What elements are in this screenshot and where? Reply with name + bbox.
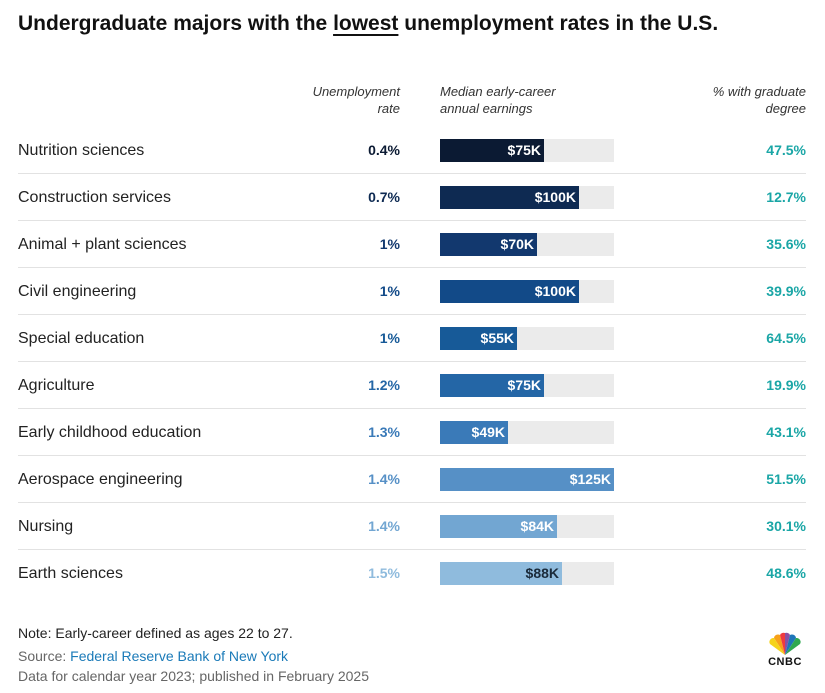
earnings-bar-track: $125K	[440, 468, 614, 491]
header-grad-line2: degree	[765, 101, 806, 116]
table-row: Civil engineering 1% $100K 39.9%	[18, 268, 806, 315]
major-label: Special education	[18, 330, 145, 347]
earnings-bar: $55K	[440, 327, 517, 350]
published-line: Data for calendar year 2023; published i…	[18, 668, 369, 684]
header-rate-line1: Unemployment	[312, 84, 400, 99]
earnings-bar: $88K	[440, 562, 562, 585]
unemployment-rate-value: 1%	[379, 330, 400, 346]
major-label: Animal + plant sciences	[18, 236, 187, 253]
earnings-bar: $75K	[440, 139, 544, 162]
chart-title: Undergraduate majors with the lowest une…	[18, 12, 718, 36]
major-label: Civil engineering	[18, 283, 137, 300]
major-label: Nursing	[18, 518, 74, 535]
earnings-value-label: $75K	[507, 142, 541, 158]
earnings-value-label: $125K	[569, 471, 611, 487]
graduate-degree-value: 12.7%	[766, 189, 806, 205]
header-graduate-degree: % with graduate degree	[620, 83, 806, 117]
earnings-value-label: $100K	[534, 283, 576, 299]
source-prefix: Source:	[18, 648, 71, 664]
earnings-bar-track: $100K	[440, 186, 614, 209]
unemployment-rate-value: 1.4%	[368, 471, 400, 487]
footnote: Note: Early-career defined as ages 22 to…	[18, 625, 293, 641]
source-link[interactable]: Federal Reserve Bank of New York	[70, 648, 289, 664]
major-label: Earth sciences	[18, 565, 123, 582]
major-label: Nutrition sciences	[18, 142, 145, 159]
header-rate-line2: rate	[377, 101, 400, 116]
earnings-bar: $75K	[440, 374, 544, 397]
unemployment-rate-value: 1.5%	[368, 565, 400, 581]
title-emphasis: lowest	[333, 12, 399, 35]
unemployment-rate-value: 1.3%	[368, 424, 400, 440]
major-label: Early childhood education	[18, 424, 202, 441]
earnings-value-label: $88K	[525, 565, 559, 581]
earnings-value-label: $100K	[534, 189, 576, 205]
graduate-degree-value: 39.9%	[766, 283, 806, 299]
earnings-bar: $100K	[440, 280, 579, 303]
unemployment-rate-value: 0.7%	[368, 189, 400, 205]
earnings-bar: $100K	[440, 186, 579, 209]
unemployment-rate-value: 1%	[379, 236, 400, 252]
peacock-icon	[769, 632, 801, 655]
earnings-value-label: $55K	[480, 330, 514, 346]
header-grad-line1: % with graduate	[712, 84, 806, 99]
earnings-bar: $49K	[440, 421, 508, 444]
title-prefix: Undergraduate majors with the	[18, 12, 334, 35]
earnings-bar: $125K	[440, 468, 614, 491]
graduate-degree-value: 48.6%	[766, 565, 806, 581]
graduate-degree-value: 35.6%	[766, 236, 806, 252]
earnings-bar-track: $55K	[440, 327, 614, 350]
graduate-degree-value: 51.5%	[766, 471, 806, 487]
table-row: Nutrition sciences 0.4% $75K 47.5%	[18, 127, 806, 174]
earnings-bar: $70K	[440, 233, 537, 256]
graduate-degree-value: 30.1%	[766, 518, 806, 534]
earnings-value-label: $75K	[507, 377, 541, 393]
cnbc-logo-text: CNBC	[768, 656, 802, 668]
header-unemployment-rate: Unemployment rate	[250, 83, 400, 117]
header-earnings-line1: Median early-career	[440, 84, 556, 99]
earnings-bar-track: $75K	[440, 139, 614, 162]
table-row: Animal + plant sciences 1% $70K 35.6%	[18, 221, 806, 268]
table-row: Agriculture 1.2% $75K 19.9%	[18, 362, 806, 409]
table-row: Early childhood education 1.3% $49K 43.1%	[18, 409, 806, 456]
header-earnings: Median early-career annual earnings	[440, 83, 640, 117]
unemployment-rate-value: 1%	[379, 283, 400, 299]
earnings-bar: $84K	[440, 515, 557, 538]
earnings-bar-track: $49K	[440, 421, 614, 444]
earnings-bar-track: $84K	[440, 515, 614, 538]
header-earnings-line2: annual earnings	[440, 101, 533, 116]
cnbc-logo: CNBC	[764, 632, 806, 670]
source-line: Source: Federal Reserve Bank of New York	[18, 645, 288, 667]
earnings-bar-track: $70K	[440, 233, 614, 256]
earnings-value-label: $84K	[520, 518, 554, 534]
table-row: Earth sciences 1.5% $88K 48.6%	[18, 550, 806, 597]
graduate-degree-value: 19.9%	[766, 377, 806, 393]
title-suffix: unemployment rates in the U.S.	[398, 12, 719, 35]
earnings-bar-track: $88K	[440, 562, 614, 585]
unemployment-rate-value: 0.4%	[368, 142, 400, 158]
unemployment-rate-value: 1.4%	[368, 518, 400, 534]
graduate-degree-value: 43.1%	[766, 424, 806, 440]
graduate-degree-value: 47.5%	[766, 142, 806, 158]
earnings-bar-track: $100K	[440, 280, 614, 303]
table-row: Aerospace engineering 1.4% $125K 51.5%	[18, 456, 806, 503]
earnings-value-label: $70K	[500, 236, 534, 252]
major-label: Construction services	[18, 189, 171, 206]
major-label: Agriculture	[18, 377, 95, 394]
unemployment-rate-value: 1.2%	[368, 377, 400, 393]
table-row: Special education 1% $55K 64.5%	[18, 315, 806, 362]
table-row: Nursing 1.4% $84K 30.1%	[18, 503, 806, 550]
earnings-value-label: $49K	[471, 424, 505, 440]
graduate-degree-value: 64.5%	[766, 330, 806, 346]
earnings-bar-track: $75K	[440, 374, 614, 397]
major-label: Aerospace engineering	[18, 471, 183, 488]
table-row: Construction services 0.7% $100K 12.7%	[18, 174, 806, 221]
